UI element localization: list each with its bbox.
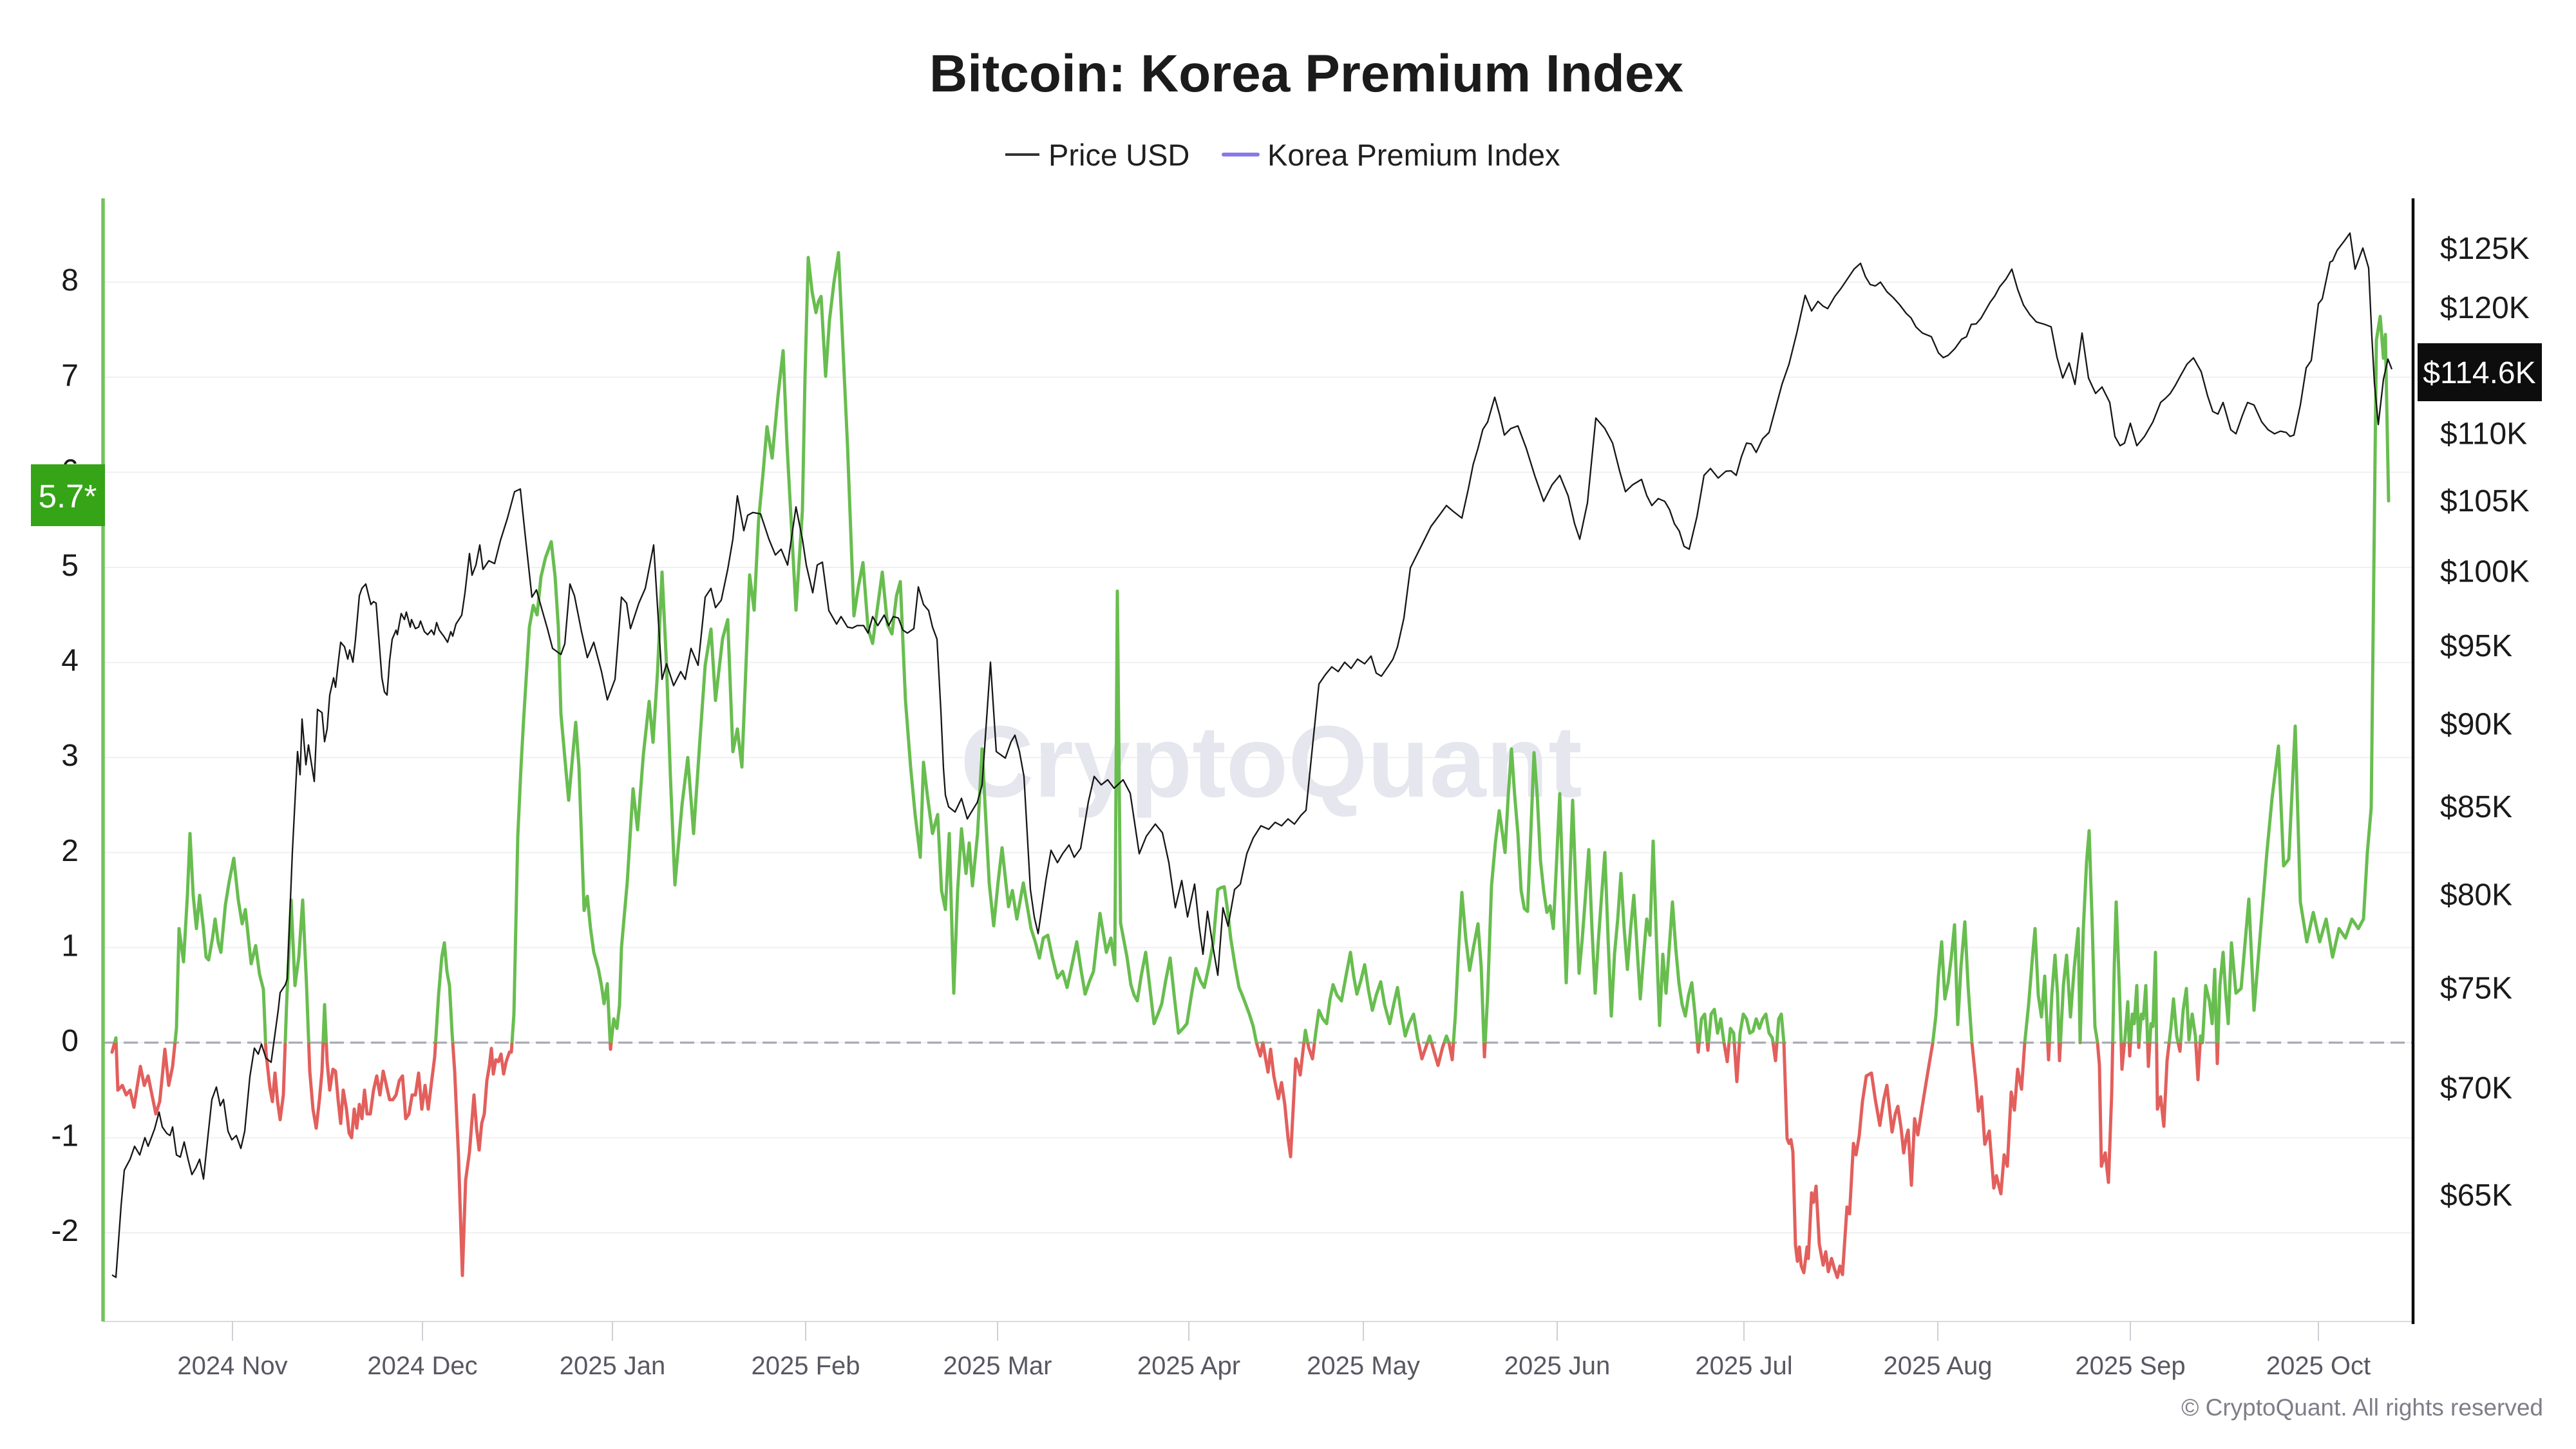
svg-text:CryptoQuant: CryptoQuant <box>960 705 1582 819</box>
svg-text:$125K: $125K <box>2440 232 2530 266</box>
svg-text:$90K: $90K <box>2440 708 2512 742</box>
svg-text:5: 5 <box>61 549 79 583</box>
svg-text:2025 Jul: 2025 Jul <box>1695 1352 1792 1380</box>
svg-text:$120K: $120K <box>2440 291 2530 325</box>
svg-text:2024 Nov: 2024 Nov <box>177 1352 287 1380</box>
svg-text:2025 Sep: 2025 Sep <box>2075 1352 2185 1380</box>
svg-text:$110K: $110K <box>2440 417 2527 451</box>
svg-text:$70K: $70K <box>2440 1071 2512 1105</box>
svg-text:2025 Jun: 2025 Jun <box>1504 1352 1611 1380</box>
svg-text:$114.6K: $114.6K <box>2423 356 2535 390</box>
svg-text:2025 Feb: 2025 Feb <box>751 1352 860 1380</box>
svg-text:$85K: $85K <box>2440 790 2512 824</box>
svg-text:7: 7 <box>61 359 79 393</box>
svg-text:$80K: $80K <box>2440 878 2512 912</box>
svg-text:2025 Aug: 2025 Aug <box>1883 1352 1992 1380</box>
svg-text:Bitcoin: Korea Premium Index: Bitcoin: Korea Premium Index <box>929 44 1683 103</box>
svg-text:$65K: $65K <box>2440 1179 2512 1213</box>
svg-text:8: 8 <box>61 263 79 298</box>
svg-text:5.7*: 5.7* <box>39 478 97 515</box>
svg-text:2025 Apr: 2025 Apr <box>1137 1352 1240 1380</box>
svg-text:Korea Premium Index: Korea Premium Index <box>1267 138 1560 172</box>
svg-text:-1: -1 <box>51 1119 79 1153</box>
svg-text:$105K: $105K <box>2440 484 2530 518</box>
svg-text:0: 0 <box>61 1024 79 1058</box>
svg-text:-2: -2 <box>51 1214 79 1248</box>
svg-text:3: 3 <box>61 739 79 773</box>
svg-text:2024 Dec: 2024 Dec <box>367 1352 477 1380</box>
svg-text:$75K: $75K <box>2440 971 2512 1005</box>
svg-text:2025 Jan: 2025 Jan <box>560 1352 666 1380</box>
svg-text:2: 2 <box>61 834 79 868</box>
svg-text:$95K: $95K <box>2440 629 2512 663</box>
svg-text:2025 Mar: 2025 Mar <box>943 1352 1052 1380</box>
svg-text:1: 1 <box>61 929 79 963</box>
svg-text:© CryptoQuant. All rights rese: © CryptoQuant. All rights reserved <box>2181 1394 2543 1421</box>
svg-text:2025 Oct: 2025 Oct <box>2266 1352 2371 1380</box>
svg-text:$100K: $100K <box>2440 555 2530 589</box>
svg-text:Price USD: Price USD <box>1048 138 1189 172</box>
svg-text:4: 4 <box>61 644 79 678</box>
svg-text:2025 May: 2025 May <box>1307 1352 1420 1380</box>
